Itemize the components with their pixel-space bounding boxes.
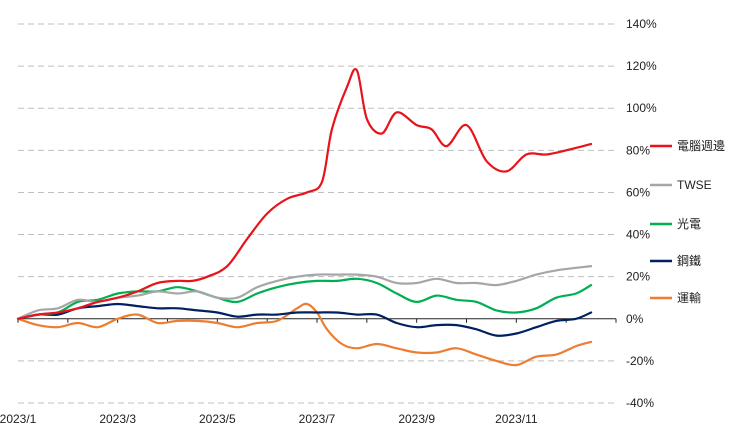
y-tick-label: 80% — [626, 143, 650, 157]
gridlines — [18, 23, 616, 404]
series-lines — [16, 68, 593, 367]
series-line-3 — [16, 277, 593, 320]
y-axis-tick-labels: 140% 120% 100% 80% 60% 40% 20% 0% -20% -40% — [626, 17, 657, 410]
series-line-5 — [16, 302, 593, 367]
x-tick-label: 2023/9 — [398, 412, 435, 426]
series-line-1 — [16, 68, 593, 320]
y-tick-label: -20% — [626, 354, 654, 368]
legend-label: 光電 — [677, 217, 701, 231]
y-tick-label: -40% — [626, 396, 654, 410]
legend-label: 電腦週邊 — [677, 138, 725, 153]
y-tick-label: 140% — [626, 17, 657, 31]
x-axis-tick-labels: 2023/1 2023/3 2023/5 2023/7 2023/9 2023/11 — [0, 412, 538, 426]
y-tick-label: 40% — [626, 228, 650, 242]
y-tick-label: 120% — [626, 59, 657, 73]
y-tick-label: 100% — [626, 101, 657, 115]
series-line-2 — [16, 265, 593, 320]
legend-label: 鋼鐵 — [677, 253, 701, 268]
legend-label: TWSE — [677, 178, 712, 192]
y-tick-label: 60% — [626, 185, 650, 199]
x-tick-label: 2023/11 — [495, 412, 538, 426]
x-tick-label: 2023/7 — [299, 412, 336, 426]
series-line-4 — [16, 302, 593, 337]
x-tick-label: 2023/1 — [0, 412, 37, 426]
x-axis-tick-marks — [17, 318, 617, 323]
legend-label: 運輸 — [677, 290, 701, 305]
x-tick-label: 2023/5 — [199, 412, 236, 426]
y-tick-label: 0% — [626, 312, 644, 326]
x-tick-label: 2023/3 — [99, 412, 136, 426]
y-tick-label: 20% — [626, 270, 650, 284]
